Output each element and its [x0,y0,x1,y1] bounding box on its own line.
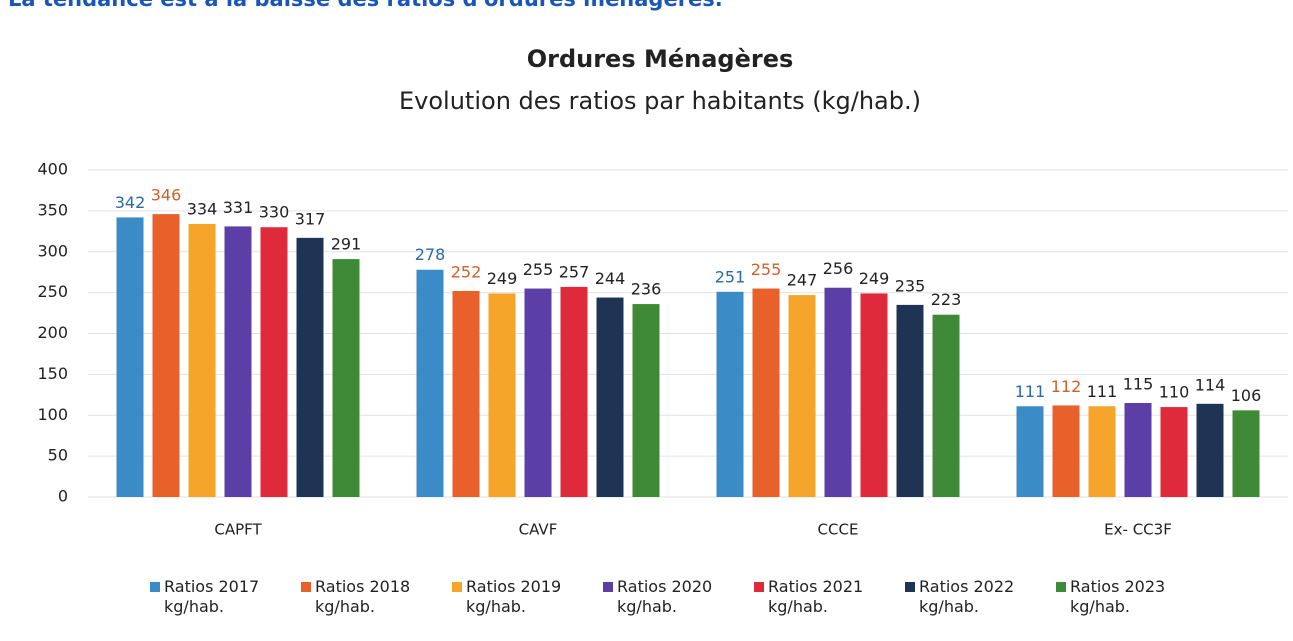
y-tick-label: 250 [37,282,68,301]
chart-subtitle: Evolution des ratios par habitants (kg/h… [399,87,921,115]
data-label: 106 [1231,386,1262,405]
x-tick-label: CCCE [818,521,859,539]
bar [896,304,924,497]
legend-label: Ratios 2023 kg/hab. [1070,577,1166,616]
legend-swatch [1056,582,1066,592]
legend-item: Ratios 2018 kg/hab. [301,577,441,617]
data-label: 255 [523,260,554,279]
data-label: 255 [751,260,782,279]
legend-swatch [301,582,311,592]
legend-swatch [603,582,613,592]
bar [1160,407,1188,497]
legend-label: Ratios 2018 kg/hab. [315,577,411,616]
bar [416,269,444,497]
legend-label: Ratios 2022 kg/hab. [919,577,1015,616]
data-label: 247 [787,271,818,290]
data-label: 236 [631,280,662,299]
data-label: 334 [187,199,218,218]
bar [632,304,660,497]
y-tick-label: 0 [58,487,68,506]
bar [560,286,588,497]
bar [596,297,624,497]
legend-swatch [905,582,915,592]
data-label: 115 [1123,374,1154,393]
data-label: 111 [1015,382,1046,401]
data-label: 257 [559,262,590,281]
data-label: 244 [595,269,626,288]
bar [524,288,552,497]
heading: La tendance est à la baisse des ratios d… [8,0,723,11]
data-label: 112 [1051,377,1082,396]
legend-swatch [150,582,160,592]
bar [788,295,816,497]
y-tick-label: 50 [48,446,68,465]
bar [1088,406,1116,497]
bar [860,293,888,497]
data-label: 252 [451,262,482,281]
bar [716,291,744,497]
data-label: 291 [331,235,362,254]
data-label: 346 [151,186,182,205]
bar [332,259,360,497]
y-tick-label: 300 [37,241,68,260]
data-label: 342 [115,193,146,212]
legend-label: Ratios 2019 kg/hab. [466,577,562,616]
y-tick-label: 200 [37,323,68,342]
y-tick-label: 100 [37,405,68,424]
legend-label: Ratios 2020 kg/hab. [617,577,713,616]
bar [1196,403,1224,497]
legend-item: Ratios 2020 kg/hab. [603,577,743,617]
x-tick-label: CAVF [519,521,558,539]
data-label: 278 [415,245,446,264]
data-label: 317 [295,209,326,228]
y-tick-label: 350 [37,200,68,219]
y-tick-label: 150 [37,364,68,383]
y-tick-label: 400 [37,160,68,179]
bar [752,288,780,497]
data-label: 235 [895,276,926,295]
legend-label: Ratios 2017 kg/hab. [164,577,260,616]
legend-item: Ratios 2017 kg/hab. [150,577,290,617]
bar [1232,410,1260,497]
bar [452,290,480,497]
bar [224,226,252,497]
bar [296,237,324,498]
bar [488,293,516,497]
data-label: 330 [259,203,290,222]
bar [932,314,960,497]
legend-swatch [754,582,764,592]
legend-label: Ratios 2021 kg/hab. [768,577,864,616]
x-tick-label: Ex- CC3F [1104,521,1172,539]
data-label: 249 [859,269,890,288]
legend-swatch [452,582,462,592]
bar [152,214,180,497]
data-label: 249 [487,269,518,288]
data-label: 114 [1195,375,1226,394]
legend-item: Ratios 2021 kg/hab. [754,577,894,617]
legend-item: Ratios 2022 kg/hab. [905,577,1045,617]
data-label: 251 [715,267,746,286]
legend-item: Ratios 2023 kg/hab. [1056,577,1196,617]
bar [260,227,288,497]
chart-title: Ordures Ménagères [527,45,794,73]
bar [1052,405,1080,497]
data-label: 256 [823,259,854,278]
bar [824,287,852,497]
x-tick-label: CAPFT [214,521,262,539]
data-label: 331 [223,198,254,217]
bar [116,217,144,498]
data-label: 223 [931,290,962,309]
bar [1016,406,1044,497]
bar [188,223,216,497]
data-label: 111 [1087,382,1118,401]
data-label: 110 [1159,383,1190,402]
legend-item: Ratios 2019 kg/hab. [452,577,592,617]
bar [1124,402,1152,497]
